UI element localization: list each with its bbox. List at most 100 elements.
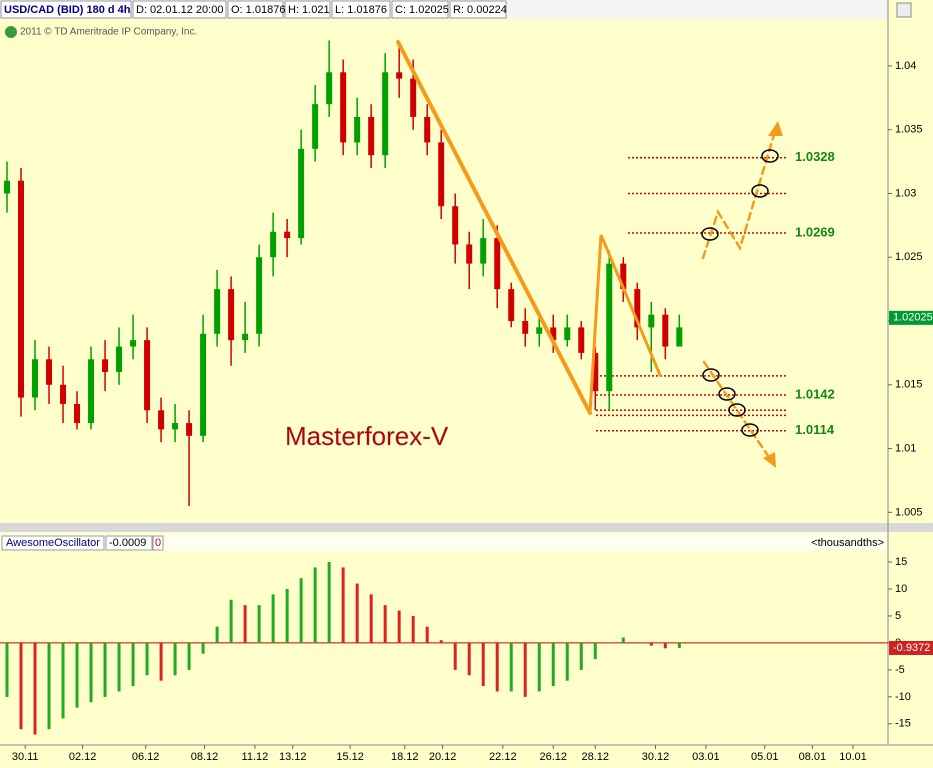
y-tick-label: 1.005 <box>895 506 923 518</box>
candle-body <box>578 327 585 353</box>
oscillator-bar <box>439 640 443 643</box>
oscillator-bar <box>271 594 275 643</box>
target <box>751 184 769 198</box>
candle-body <box>144 340 151 411</box>
target <box>728 403 746 417</box>
oscillator-bar <box>355 583 359 643</box>
candle-body <box>424 116 431 143</box>
oscillator-bar <box>411 615 415 643</box>
oscillator-bar <box>131 642 135 687</box>
annotation-text: Masterforex-V <box>285 421 449 451</box>
target-circles <box>701 149 779 437</box>
candle-body <box>410 78 417 117</box>
candle-body <box>550 327 557 341</box>
oscillator-bar <box>327 562 331 643</box>
oscillator-header <box>0 534 888 551</box>
oscillator-bar <box>635 642 639 644</box>
oscillator-bar <box>467 642 471 676</box>
y-tick-label: -10 <box>895 691 911 703</box>
header-cell <box>227 0 284 19</box>
candle-body <box>228 289 235 341</box>
candle-body <box>74 403 81 424</box>
candle-body <box>242 333 249 341</box>
candle-body <box>340 72 347 143</box>
candle-body <box>200 333 207 436</box>
oscillator-bar <box>369 594 373 643</box>
candle-body <box>606 263 613 392</box>
candle-body <box>158 410 165 430</box>
candle-body <box>312 104 319 149</box>
symbol: USD/CAD (BID) 180 d 4h <box>4 4 131 16</box>
oscillator-bar <box>565 642 569 681</box>
oscillator-bar <box>187 642 191 670</box>
y-tick-label: 1.035 <box>895 124 923 136</box>
oscillator-bar <box>537 642 541 692</box>
header-cell <box>152 535 164 551</box>
candle-body <box>32 359 39 398</box>
y-tick-label: 1.03 <box>895 187 916 199</box>
oscillator-bar <box>215 626 219 643</box>
oscillator-bar <box>425 626 429 643</box>
oscillator-bar <box>61 642 65 719</box>
y-tick-label: 1.01 <box>895 442 916 454</box>
oscillator-units: <thousandths> <box>811 537 884 549</box>
x-tick-label: 15.12 <box>336 751 364 763</box>
x-tick-label: 03.01 <box>692 751 720 763</box>
target <box>701 227 719 241</box>
oscillator-bar <box>397 610 401 643</box>
oscillator-bar <box>453 642 457 670</box>
oscillator-bar <box>173 642 177 676</box>
oscillator-bar <box>663 642 667 649</box>
y-tick-label: 10 <box>895 583 907 595</box>
oscillator-bar <box>313 567 317 643</box>
level-label: 1.0269 <box>795 224 835 239</box>
y-tick-label: 1.025 <box>895 251 923 263</box>
candle-body <box>592 352 599 392</box>
x-tick-label: 10.01 <box>839 751 867 763</box>
arrow-head <box>763 452 776 468</box>
x-tick-label: 26.12 <box>539 751 567 763</box>
oscillator-bar <box>607 642 611 644</box>
header-cell <box>132 0 227 19</box>
oscillator-bar <box>677 642 681 648</box>
oscillator-bar <box>649 642 653 646</box>
x-tick-label: 22.12 <box>489 751 517 763</box>
oscillator-bar <box>243 605 247 643</box>
header-cell <box>449 0 507 19</box>
x-tick-label: 30.12 <box>642 751 670 763</box>
oscillator-bar <box>621 637 625 643</box>
oscillator-bar <box>551 642 555 687</box>
arrow-head <box>768 121 783 136</box>
open: O: 1.01876 <box>231 4 285 16</box>
target <box>702 368 720 382</box>
x-tick-label: 02.12 <box>69 751 97 763</box>
candle-body <box>452 206 459 245</box>
candle-body <box>18 180 25 398</box>
oscillator-bar <box>201 642 205 654</box>
candle-body <box>298 148 305 239</box>
level-label: 1.0328 <box>795 149 835 164</box>
oscillator-bar <box>579 642 583 670</box>
last-value-label: -0.9372 <box>893 642 930 654</box>
copyright: 2011 © TD Ameritrade IP Company, Inc. <box>20 27 197 38</box>
candle-body <box>676 327 683 347</box>
candle-body <box>620 263 627 290</box>
candle-body <box>396 72 403 79</box>
header-cell <box>331 0 391 19</box>
annotations <box>396 40 783 468</box>
level-label: 1.0114 <box>795 422 835 437</box>
panel-separator <box>0 523 933 532</box>
window-button[interactable] <box>896 2 912 18</box>
oscillator-bar <box>257 605 261 643</box>
low: L: 1.01876 <box>335 4 387 16</box>
oscillator-bar <box>481 642 485 687</box>
oscillator-bar <box>495 642 499 692</box>
x-tick-label: 05.01 <box>751 751 779 763</box>
header-cell <box>105 535 153 551</box>
candle-body <box>662 314 669 347</box>
range: R: 0.00224 <box>453 4 507 16</box>
oscillator-flag: 0 <box>155 537 161 549</box>
date: D: 02.01.12 20:00 <box>136 4 223 16</box>
level-label: 1.0142 <box>795 386 835 401</box>
oscillator-bar <box>299 578 303 643</box>
